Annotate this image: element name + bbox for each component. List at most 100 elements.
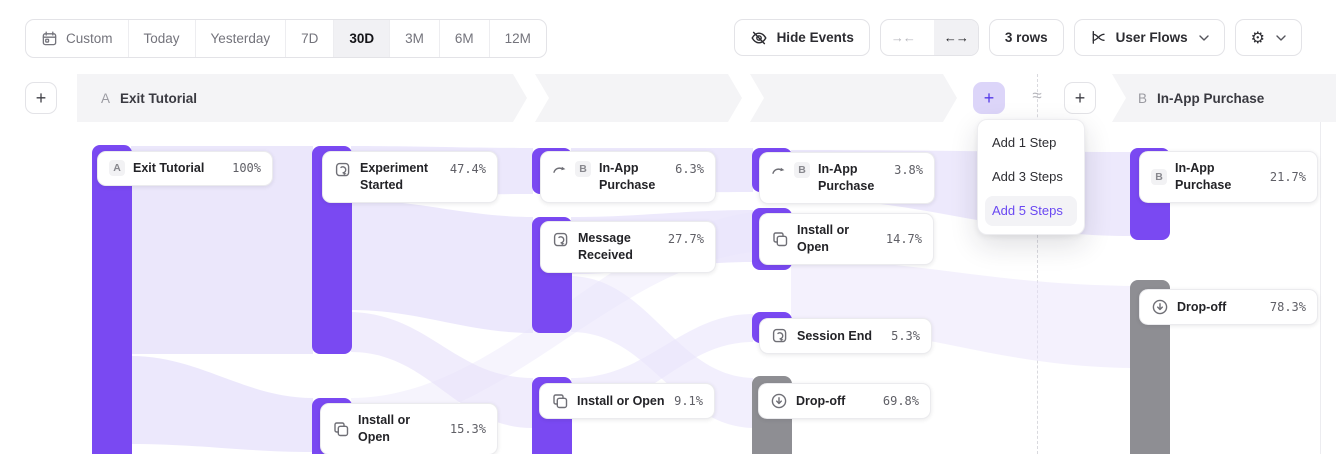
- node-label: Session End: [797, 328, 873, 343]
- date-range-7d[interactable]: 7D: [286, 20, 335, 57]
- chevron-down-icon: [1276, 34, 1286, 41]
- path-divider-line: [1037, 74, 1038, 454]
- step-badge: A: [109, 160, 125, 177]
- node-value: 6.3%: [675, 162, 704, 176]
- flow-bar-exit-tutorial[interactable]: [92, 145, 132, 454]
- add-step-button[interactable]: +: [1064, 82, 1096, 114]
- path-segment-a[interactable]: A Exit Tutorial: [77, 74, 336, 122]
- node-value: 69.8%: [882, 394, 919, 408]
- path-segment-step4[interactable]: [750, 74, 957, 122]
- date-range-12m[interactable]: 12M: [504, 31, 531, 46]
- expand-arrows-icon: ←→: [943, 30, 969, 45]
- node-value: 3.8%: [894, 163, 923, 177]
- menu-item-add-5-steps[interactable]: Add 5 Steps: [985, 196, 1077, 226]
- flow-node-install-or-open[interactable]: Install or Open 15.3%: [320, 403, 498, 454]
- calendar-icon: [42, 31, 57, 46]
- path-segment-step3[interactable]: [535, 74, 742, 122]
- jump-arrow-icon: [553, 166, 566, 173]
- node-value: 14.7%: [885, 231, 922, 246]
- menu-item-add-1-step[interactable]: Add 1 Step: [992, 135, 1057, 150]
- flow-node-install-or-open[interactable]: Install or Open 9.1%: [539, 383, 715, 419]
- add-step-button-active[interactable]: +: [973, 82, 1005, 114]
- drop-off-icon: [771, 393, 787, 409]
- eye-off-icon: [751, 31, 767, 44]
- plus-icon: +: [983, 87, 995, 108]
- menu-item-add-3-steps[interactable]: Add 3 Steps: [992, 169, 1063, 184]
- node-label: Experiment Started: [360, 161, 429, 192]
- segment-b-label: In-App Purchase: [1157, 90, 1265, 106]
- flow-node-exit-tutorial[interactable]: A Exit Tutorial 100%: [97, 151, 273, 186]
- date-range-3m[interactable]: 3M: [390, 20, 440, 57]
- node-value: 15.3%: [449, 421, 486, 436]
- flow-node-in-app-purchase[interactable]: B In-App Purchase 3.8%: [759, 152, 935, 204]
- add-path-button[interactable]: +: [25, 82, 57, 114]
- settings-button[interactable]: ⚙: [1234, 19, 1302, 56]
- flow-node-in-app-purchase-b[interactable]: B In-App Purchase 21.7%: [1139, 151, 1318, 203]
- step-badge: B: [575, 161, 591, 177]
- segment-a-badge: A: [101, 90, 111, 106]
- hide-events-button[interactable]: Hide Events: [733, 19, 870, 56]
- node-label: Install or Open: [358, 413, 411, 444]
- node-label: In-App Purchase: [818, 162, 875, 193]
- segment-b-badge: B: [1138, 90, 1148, 106]
- path-segment-step2[interactable]: [320, 74, 527, 122]
- node-label: Exit Tutorial: [133, 161, 205, 175]
- expand-columns-button[interactable]: ←→: [933, 20, 978, 55]
- flow-node-session-end[interactable]: Session End 5.3%: [759, 318, 932, 354]
- flow-node-experiment-started[interactable]: Experiment Started 47.4%: [322, 151, 498, 203]
- chevron-down-icon: [1198, 34, 1209, 41]
- date-range-yesterday[interactable]: Yesterday: [196, 20, 287, 57]
- user-flows-icon: [1092, 30, 1105, 44]
- event-click-icon: [553, 232, 568, 247]
- flow-node-install-or-open[interactable]: Install or Open 14.7%: [759, 213, 934, 265]
- node-label: Install or Open: [797, 223, 850, 254]
- flow-node-message-received[interactable]: Message Received 27.7%: [540, 221, 716, 273]
- collapse-columns-button[interactable]: →←: [881, 20, 925, 55]
- node-value: 21.7%: [1269, 169, 1306, 184]
- event-click-icon: [772, 328, 787, 343]
- date-range-label: Custom: [66, 31, 113, 46]
- view-selector-button[interactable]: User Flows: [1073, 19, 1225, 56]
- node-value: 78.3%: [1269, 300, 1306, 314]
- flow-node-drop-off[interactable]: Drop-off 69.8%: [758, 383, 931, 419]
- approx-break-symbol: ≈: [1032, 86, 1042, 105]
- node-value: 100%: [232, 161, 261, 176]
- plus-icon: +: [1074, 87, 1086, 108]
- plus-icon: +: [35, 87, 47, 108]
- node-value: 5.3%: [891, 329, 920, 343]
- node-label: In-App Purchase: [1175, 161, 1232, 192]
- node-label: In-App Purchase: [599, 161, 656, 192]
- node-value: 9.1%: [674, 394, 703, 408]
- toolbar-right: Hide Events →← ←→ 3 rows User Flows ⚙: [733, 19, 1302, 56]
- date-range-6m[interactable]: 6M: [440, 20, 490, 57]
- date-range-30d[interactable]: 30D: [334, 20, 391, 57]
- date-range-control: Custom Today Yesterday 7D 30D 3M 6M 12M: [25, 19, 547, 58]
- overlap-squares-icon: [553, 394, 568, 409]
- node-label: Message Received: [578, 231, 633, 262]
- step-badge: B: [794, 162, 810, 178]
- rows-button[interactable]: 3 rows: [988, 19, 1064, 56]
- flow-node-in-app-purchase[interactable]: B In-App Purchase 6.3%: [540, 151, 716, 203]
- collapse-arrows-icon: →←: [890, 30, 916, 45]
- node-value: 27.7%: [667, 232, 704, 246]
- node-label: Drop-off: [796, 393, 846, 408]
- flow-node-drop-off[interactable]: Drop-off 78.3%: [1139, 289, 1318, 325]
- node-value: 47.4%: [449, 162, 486, 176]
- date-range-today[interactable]: Today: [129, 20, 196, 57]
- collapse-expand-toggle: →← ←→: [879, 19, 979, 56]
- jump-arrow-icon: [772, 167, 785, 174]
- path-segment-b[interactable]: B In-App Purchase: [1112, 74, 1336, 122]
- add-step-menu: Add 1 Step Add 3 Steps Add 5 Steps: [977, 119, 1085, 235]
- toolbar: Custom Today Yesterday 7D 30D 3M 6M 12M …: [0, 0, 1336, 74]
- step-badge: B: [1151, 168, 1167, 185]
- segment-a-label: Exit Tutorial: [120, 90, 198, 106]
- node-label: Install or Open: [577, 393, 665, 408]
- overlap-squares-icon: [773, 232, 788, 247]
- gear-icon: ⚙: [1250, 27, 1265, 47]
- scroll-track[interactable]: [1320, 74, 1336, 454]
- date-range-custom[interactable]: Custom: [26, 20, 129, 57]
- drop-off-icon: [1152, 299, 1168, 315]
- node-label: Drop-off: [1177, 299, 1227, 314]
- event-click-icon: [335, 162, 350, 177]
